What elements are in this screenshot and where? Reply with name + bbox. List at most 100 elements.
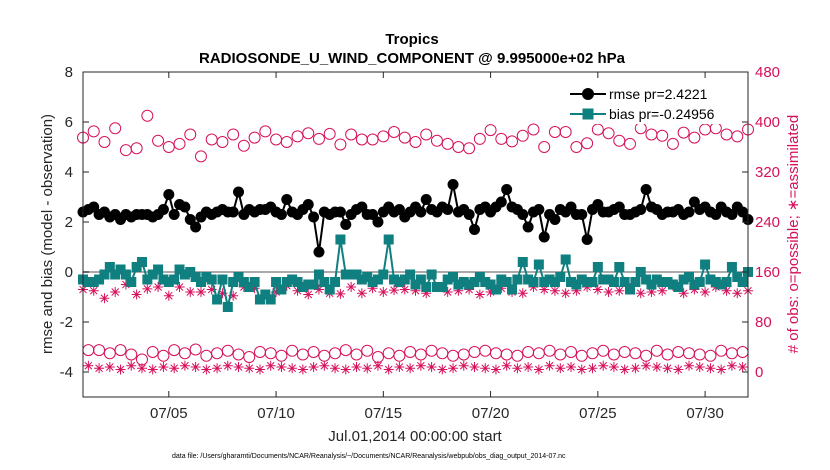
possible-obs-point: [473, 132, 486, 145]
bias-point: [131, 262, 142, 272]
bias-point: [453, 279, 464, 290]
assimilated-obs-point: [469, 362, 480, 372]
asterisk-stroke: [266, 361, 275, 370]
assimilated-obs-point: [405, 363, 416, 374]
asterisk-stroke: [384, 365, 393, 374]
bias-point: [716, 279, 727, 290]
y-tick-label-left: 4: [65, 164, 73, 181]
bias-point: [533, 259, 544, 270]
assimilated-obs-point: [598, 360, 609, 371]
assimilated-obs-point: [705, 363, 716, 374]
bias-point: [431, 282, 442, 292]
rmse-point: [463, 209, 475, 220]
bias-point: [684, 272, 695, 282]
asterisk-stroke: [524, 363, 532, 371]
rmse-point: [281, 194, 293, 205]
bias-point: [179, 269, 190, 280]
x-axis-label: Jul.01,2014 00:00:00 start: [328, 428, 502, 445]
assimilated-obs-point: [244, 363, 255, 374]
assimilated-obs-point: [732, 288, 743, 299]
bias-point: [474, 272, 485, 282]
asterisk-stroke: [395, 363, 404, 371]
bias-point: [619, 277, 630, 287]
assimilated-obs-point: [153, 282, 164, 292]
y-tick-label-right: 160: [755, 264, 780, 281]
assimilated-obs-point: [233, 362, 244, 372]
rmse-point: [517, 209, 529, 220]
bias-point: [254, 294, 265, 305]
bias-point: [598, 274, 609, 285]
possible-obs-point: [221, 344, 234, 357]
asterisk-stroke: [105, 363, 114, 371]
possible-obs-point: [189, 343, 202, 356]
possible-obs-point: [259, 125, 272, 138]
assimilated-obs-point: [356, 288, 367, 299]
legend-rmse-label: rmse pr=2.4221: [609, 86, 708, 102]
legend-bias-label: bias pr=-0.24956: [609, 106, 715, 122]
possible-obs-point: [677, 126, 690, 139]
bias-point: [437, 282, 448, 292]
asterisk-stroke: [234, 363, 243, 371]
bias-point: [249, 277, 260, 287]
bias-point: [399, 274, 410, 285]
bias-point: [94, 274, 105, 285]
assimilated-obs-point: [163, 290, 174, 301]
bias-point: [201, 272, 212, 282]
assimilated-obs-point: [566, 362, 577, 372]
possible-obs-point: [168, 344, 181, 357]
asterisk-stroke: [476, 290, 484, 299]
rmse-point: [468, 224, 480, 235]
y-axis-label-right: # of obs: o=possible; ∗=assimilated: [785, 115, 802, 354]
bias-point: [507, 284, 518, 295]
possible-obs-point: [398, 131, 411, 144]
assimilated-obs-point: [523, 362, 534, 372]
asterisk-stroke: [728, 361, 736, 370]
asterisk-stroke: [315, 285, 323, 294]
possible-obs-point: [98, 136, 111, 148]
asterisk-stroke: [331, 364, 339, 373]
assimilated-obs-point: [212, 363, 223, 374]
assimilated-obs-point: [351, 362, 362, 372]
bias-point: [356, 274, 367, 285]
x-tick-label: 07/15: [365, 405, 403, 422]
bias-point: [592, 262, 603, 272]
possible-obs-point: [597, 344, 610, 357]
bias-point: [126, 277, 137, 287]
bias-point: [689, 279, 700, 290]
possible-obs-point: [237, 139, 250, 152]
asterisk-stroke: [417, 361, 425, 370]
asterisk-stroke: [443, 288, 452, 296]
possible-obs-point: [420, 128, 433, 141]
possible-obs-point: [286, 344, 299, 357]
bias-series: [78, 234, 753, 312]
assimilated-obs-point: [340, 364, 351, 375]
assimilated-obs-point: [576, 364, 587, 375]
bias-point: [110, 269, 121, 280]
assimilated-obs-point: [201, 364, 212, 375]
bias-point: [330, 277, 341, 287]
assimilated-obs-point: [319, 360, 330, 371]
bias-point: [88, 277, 99, 287]
asterisk-stroke: [175, 283, 184, 291]
asterisk-stroke: [695, 363, 704, 371]
asterisk-stroke: [336, 290, 345, 298]
assimilated-obs-point: [222, 360, 233, 371]
asterisk-stroke: [213, 364, 221, 373]
bias-point: [244, 282, 255, 292]
y-tick-label-right: 240: [755, 214, 780, 231]
asterisk-stroke: [191, 363, 200, 371]
bias-point: [163, 277, 174, 287]
possible-obs-point: [538, 141, 551, 153]
asterisk-stroke: [706, 364, 715, 373]
bias-point: [651, 274, 662, 285]
bias-point: [426, 269, 437, 280]
possible-obs-point: [248, 131, 261, 144]
bias-point: [641, 274, 652, 285]
rmse-point: [308, 211, 320, 223]
x-tick-label: 07/20: [472, 405, 510, 422]
possible-obs-point: [146, 346, 159, 358]
asterisk-stroke: [663, 364, 672, 373]
possible-obs-point: [484, 124, 497, 137]
bias-point: [228, 277, 239, 287]
possible-obs-point: [570, 141, 583, 153]
